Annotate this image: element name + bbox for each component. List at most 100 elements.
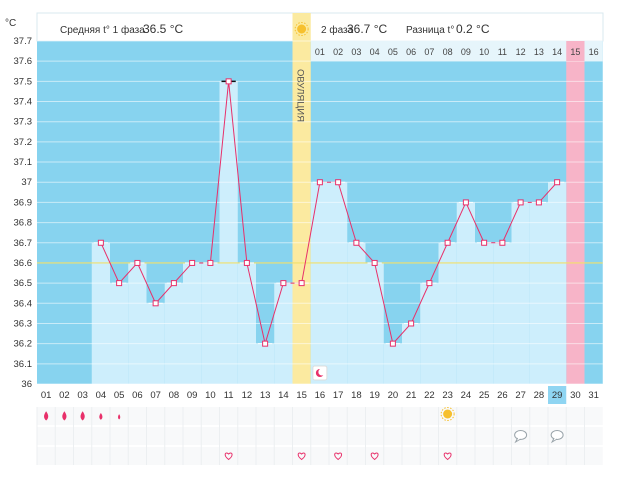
temperature-point (335, 179, 342, 186)
y-tick-label: 36.1 (14, 359, 33, 370)
x-day-label: 20 (388, 390, 399, 401)
heart-icon (370, 452, 379, 461)
phase2-caption: 2 фаза (321, 24, 354, 36)
phase2-day-label: 12 (516, 47, 526, 57)
phase2-day-pink (566, 41, 585, 61)
phase2-day-label: 06 (406, 47, 416, 57)
phase2-day-label: 11 (498, 47, 507, 57)
y-unit: °C (5, 18, 16, 29)
temperature-bar (110, 283, 129, 384)
temperature-bar (274, 283, 293, 384)
temperature-point (371, 259, 378, 266)
x-day-label: 28 (534, 390, 545, 401)
heart-icon (224, 452, 233, 461)
temperature-point (134, 259, 141, 266)
x-day-label: 05 (114, 390, 125, 401)
phase2-day-label: 08 (443, 47, 453, 57)
phase2-day-label: 13 (534, 47, 544, 57)
highlight-day-box (548, 386, 567, 404)
temperature-point (444, 239, 451, 246)
temperature-point (97, 239, 104, 246)
x-day-label: 12 (242, 390, 253, 401)
drop-icon (80, 411, 85, 421)
temperature-bar (529, 202, 548, 384)
phase2-day-label: 01 (315, 47, 325, 57)
drop-icon (117, 414, 121, 420)
temperature-point (225, 78, 232, 85)
moon-icon (312, 365, 328, 381)
x-day-label: 21 (406, 390, 417, 401)
temperature-bar (91, 242, 110, 384)
x-day-label: 16 (315, 390, 326, 401)
symbol-row (37, 407, 603, 425)
y-tick-label: 37.1 (14, 157, 33, 168)
temperature-point (170, 280, 177, 287)
y-tick-label: 36.7 (14, 238, 33, 249)
temperature-point (499, 239, 506, 246)
x-day-label: 14 (278, 390, 289, 401)
y-tick-label: 37.4 (14, 97, 33, 108)
bubble-tail (514, 437, 521, 444)
x-day-label: 17 (333, 390, 344, 401)
temperature-point (481, 239, 488, 246)
x-day-label: 31 (588, 390, 599, 401)
diff-value: 0.2 °C (456, 22, 490, 36)
phase2-day-label: 09 (461, 47, 471, 57)
phase2-day-label: 14 (552, 47, 562, 57)
speech-bubble-icon (514, 430, 528, 444)
x-day-label: 01 (41, 390, 52, 401)
y-tick-label: 37.6 (14, 56, 33, 67)
y-tick-label: 36.6 (14, 258, 33, 269)
x-day-label: 18 (351, 390, 362, 401)
phase2-day-label: 16 (589, 47, 599, 57)
temperature-bar (420, 283, 439, 384)
phase1-value: 36.5 °C (143, 22, 183, 36)
temperature-point (207, 259, 214, 266)
temperature-point (535, 199, 542, 206)
bubble-body (514, 430, 528, 440)
y-tick-label: 36.9 (14, 197, 33, 208)
heart-icon (443, 452, 452, 461)
y-tick-label: 36.3 (14, 318, 33, 329)
x-day-label: 15 (296, 390, 307, 401)
speech-bubble-icon (550, 430, 564, 444)
x-day-label: 30 (570, 390, 581, 401)
x-day-label: 22 (424, 390, 435, 401)
x-day-label: 06 (132, 390, 143, 401)
symbol-row (37, 447, 603, 465)
temperature-point (462, 199, 469, 206)
y-tick-label: 37.5 (14, 76, 33, 87)
phase2-day-label: 15 (570, 47, 580, 57)
temperature-point (280, 280, 287, 287)
temperature-bar (402, 323, 421, 384)
temperature-bar (475, 242, 494, 384)
x-day-label: 07 (150, 390, 161, 401)
sun-rays (440, 407, 455, 421)
y-tick-label: 36.4 (14, 298, 33, 309)
y-tick-label: 37.7 (14, 36, 33, 47)
x-day-label: 11 (224, 390, 234, 401)
phase1-caption: Средняя t° 1 фаза (60, 24, 145, 36)
x-day-label: 13 (260, 390, 271, 401)
symbol-row (37, 427, 603, 445)
temperature-point (116, 280, 123, 287)
x-day-label: 03 (77, 390, 88, 401)
x-day-label: 25 (479, 390, 490, 401)
temperature-point (243, 259, 250, 266)
temperature-point (316, 179, 323, 186)
x-day-label: 04 (96, 390, 107, 401)
sun-rays (294, 22, 309, 36)
temperature-bar (438, 242, 457, 384)
moon-cut (318, 368, 326, 376)
y-tick-label: 37.3 (14, 117, 33, 128)
x-day-label: 08 (169, 390, 180, 401)
bubble-body (550, 430, 564, 440)
temperature-point (554, 179, 561, 186)
drop-icon (62, 411, 67, 421)
y-tick-label: 37 (21, 177, 32, 188)
y-tick-label: 36 (21, 379, 32, 390)
bubble-tail (550, 437, 558, 444)
heart-icon (334, 452, 343, 461)
